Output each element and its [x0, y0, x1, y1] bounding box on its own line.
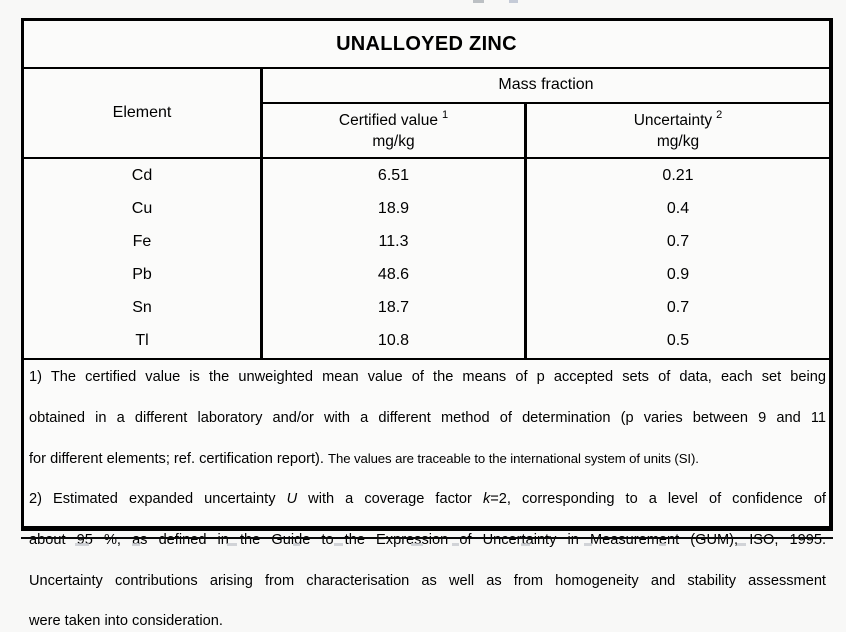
footnote-text: with a coverage factor — [297, 491, 483, 508]
cell-uncertainty: 0.5 — [666, 332, 690, 350]
footnote-line: Uncertainty contributions arising from c… — [29, 571, 826, 612]
footnote-line: for different elements; ref. certificati… — [29, 449, 826, 469]
clipped-text-top-artifact — [473, 0, 484, 3]
footnote-2-marker: 2 — [716, 109, 723, 122]
page-rule-line — [21, 537, 833, 539]
table-row: Cd 6.51 0.21 — [24, 159, 829, 192]
mass-fraction-header: Mass fraction — [263, 69, 829, 100]
certificate-table: UNALLOYED ZINC Mass fraction Element Cer… — [21, 18, 833, 629]
uncertainty-label: Uncertainty — [633, 111, 713, 129]
footnote-2: 2) Estimated expanded uncertainty U with… — [29, 489, 826, 632]
cell-certified-value: 6.51 — [377, 166, 410, 184]
table-row: Cu 18.9 0.4 — [24, 192, 829, 225]
footnote-line: 1) The certified value is the unweighted… — [29, 367, 826, 408]
footnote-text: obtained in a different laboratory and/o… — [29, 409, 826, 426]
cell-certified-value: 48.6 — [377, 266, 410, 284]
cell-element: Cd — [131, 166, 153, 184]
cell-element: Cu — [131, 199, 153, 217]
footnote-text: about 95 %, as defined in the Guide to t… — [29, 531, 826, 548]
element-column-header: Element — [24, 69, 260, 157]
cell-certified-value: 18.7 — [377, 299, 410, 317]
cell-uncertainty: 0.9 — [666, 266, 690, 284]
element-header-label: Element — [112, 104, 172, 121]
column-divider-2 — [524, 102, 527, 360]
table-title-row: UNALLOYED ZINC — [24, 21, 829, 67]
certified-value-title-line: Certified value 1 — [339, 110, 448, 131]
uncertainty-title-line: Uncertainty 2 — [634, 110, 723, 131]
mass-fraction-label: Mass fraction — [498, 75, 594, 93]
clipped-text-top-artifact — [509, 0, 518, 3]
cell-uncertainty: 0.4 — [666, 199, 690, 217]
italic-symbol: k — [482, 491, 491, 508]
footnote-text: 1) The certified value is the unweighted… — [29, 369, 826, 385]
footnote-text: Uncertainty contributions arising from c… — [29, 572, 826, 589]
rule-below-mass-fraction — [260, 102, 829, 104]
footnote-text: for different elements; ref. certificati… — [29, 450, 329, 467]
footnote-1-marker: 1 — [441, 109, 449, 122]
rule-below-headers — [24, 157, 829, 159]
uncertainty-unit: mg/kg — [656, 132, 700, 150]
cell-element: Tl — [135, 332, 149, 350]
footnotes: 1) The certified value is the unweighted… — [29, 360, 826, 632]
rule-below-title — [24, 67, 829, 69]
column-divider-1 — [260, 67, 263, 360]
footnote-text: The values are traceable to the internat… — [328, 450, 699, 466]
uncertainty-column-header: Uncertainty 2 mg/kg — [527, 104, 829, 157]
italic-symbol: U — [286, 491, 298, 508]
table-rows: Cd 6.51 0.21 Cu 18.9 0.4 Fe 11.3 0.7 Pb 48.6 0.9 Sn 1… — [24, 159, 829, 358]
footnote-text: 2) Estimated expanded uncertainty — [29, 491, 287, 508]
footnote-line: 2) Estimated expanded uncertainty U with… — [29, 489, 826, 530]
table-row: Sn 18.7 0.7 — [24, 292, 829, 325]
cell-uncertainty: 0.7 — [666, 299, 690, 317]
cell-certified-value: 10.8 — [377, 332, 410, 350]
cell-certified-value: 11.3 — [378, 232, 409, 250]
cell-uncertainty: 0.7 — [666, 232, 690, 250]
footnote-line: were taken into consideration. — [29, 611, 826, 631]
footnote-1: 1) The certified value is the unweighted… — [29, 367, 826, 469]
table-title: UNALLOYED ZINC — [336, 32, 517, 55]
footnote-line: about 95 %, as defined in the Guide to t… — [29, 530, 826, 571]
footnote-text: =2, corresponding to a level of confiden… — [490, 491, 826, 508]
certified-value-unit: mg/kg — [372, 132, 415, 150]
footnote-text: were taken into consideration. — [29, 613, 223, 630]
certified-value-label: Certified value — [338, 111, 438, 129]
rule-below-data — [24, 358, 829, 360]
table-row: Pb 48.6 0.9 — [24, 259, 829, 292]
cell-certified-value: 18.9 — [377, 199, 410, 217]
cell-element: Pb — [132, 266, 152, 284]
cell-element: Fe — [132, 232, 152, 250]
table-row: Fe 11.3 0.7 — [24, 225, 829, 258]
footnote-line: obtained in a different laboratory and/o… — [29, 408, 826, 449]
certified-value-column-header: Certified value 1 mg/kg — [263, 104, 524, 157]
table-row: Tl 10.8 0.5 — [24, 325, 829, 358]
cell-uncertainty: 0.21 — [662, 166, 694, 184]
cell-element: Sn — [132, 299, 152, 317]
